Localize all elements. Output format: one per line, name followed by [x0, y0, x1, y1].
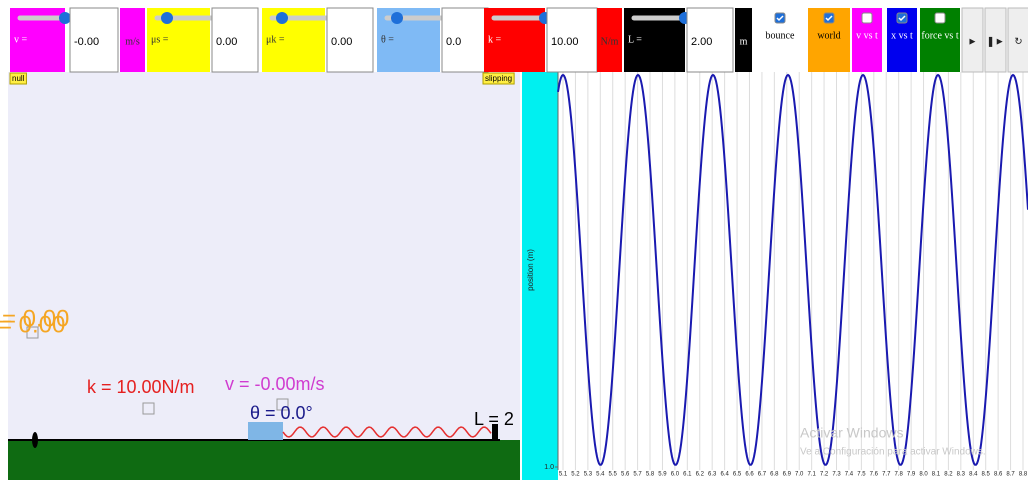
- value-text: 0.0: [446, 36, 461, 48]
- value-text: 10.00: [551, 36, 579, 48]
- x-tick-label: 8.6: [994, 472, 1003, 478]
- x-tick-label: 6.4: [720, 472, 729, 478]
- x-tick-label: 5.2: [571, 472, 580, 478]
- status-tag: null: [12, 74, 25, 83]
- checkbox-label: bounce: [766, 30, 795, 41]
- block: [248, 422, 283, 440]
- x-tick-label: 7.6: [870, 472, 879, 478]
- length-label: L = 2: [474, 409, 514, 429]
- x-tick-label: 8.7: [1006, 472, 1015, 478]
- status-tag: slipping: [485, 74, 512, 83]
- x-tick-label: 6.6: [745, 472, 754, 478]
- x-tick-label: 5.4: [596, 472, 605, 478]
- value-text: 0.00: [216, 36, 237, 48]
- x-tick-label: 8.4: [969, 472, 978, 478]
- x-tick-label: 7.8: [895, 472, 904, 478]
- x-tick-label: 8.0: [919, 472, 928, 478]
- control-label: μk =: [266, 34, 285, 45]
- value-text: 2.00: [691, 36, 712, 48]
- x-tick-label: 7.2: [820, 472, 829, 478]
- unit-text: N/m: [601, 36, 619, 47]
- x-tick-label: 5.6: [621, 472, 630, 478]
- control-label: μs =: [151, 34, 169, 45]
- x-tick-label: 8.1: [932, 472, 941, 478]
- app: v = -0.00 m/s μs = 0.00 μk = 0.00 θ = 0.0 k = 10.0…: [0, 0, 1028, 480]
- x-tick-label: 6.7: [758, 472, 767, 478]
- x-tick-label: 5.7: [633, 472, 642, 478]
- x-tick-label: 6.9: [783, 472, 792, 478]
- x-tick-label: 5.3: [584, 472, 593, 478]
- watermark-title: Activar Windows: [800, 425, 903, 441]
- x-tick-label: 7.4: [845, 472, 854, 478]
- control-label: k =: [488, 34, 502, 45]
- checkbox[interactable]: [862, 13, 872, 23]
- x-tick-label: 5.8: [646, 472, 655, 478]
- x-tick-label: 7.5: [857, 472, 866, 478]
- slider-thumb[interactable]: [391, 12, 403, 24]
- x-tick-label: 8.5: [982, 472, 991, 478]
- button-icon: ►: [968, 37, 978, 48]
- ground: [8, 440, 520, 480]
- control-label: θ =: [381, 34, 394, 45]
- angle-label: θ = 0.0°: [250, 403, 313, 423]
- checkbox-label: world: [817, 30, 840, 41]
- x-tick-label: 6.3: [708, 472, 717, 478]
- spring-constant-label: k = 10.00N/m: [87, 377, 195, 397]
- button-icon: ❚►: [986, 37, 1004, 48]
- control-label: v =: [14, 34, 28, 45]
- x-tick-label: 5.1: [559, 472, 568, 478]
- checkbox[interactable]: [935, 13, 945, 23]
- x-tick-label: 6.8: [770, 472, 779, 478]
- y-tick-label: 1.0: [544, 464, 554, 471]
- x-tick-label: 7.7: [882, 472, 891, 478]
- x-tick-label: 5.5: [609, 472, 618, 478]
- checkbox-label: x vs t: [891, 30, 913, 41]
- x-tick-label: 7.3: [832, 472, 841, 478]
- button-icon: ↻: [1014, 37, 1022, 48]
- checkbox-label: force vs t: [921, 30, 958, 41]
- y-axis-label: position (m): [526, 249, 535, 291]
- left-post: [32, 432, 38, 448]
- x-tick-label: 6.0: [671, 472, 680, 478]
- x-tick-label: 8.8: [1019, 472, 1028, 478]
- unit-text: m: [740, 36, 748, 47]
- overlay-label: = 0.00: [0, 311, 65, 338]
- x-tick-label: 8.2: [944, 472, 953, 478]
- unit-text: m/s: [125, 36, 140, 47]
- control-label: L =: [628, 34, 642, 45]
- x-tick-label: 7.0: [795, 472, 804, 478]
- slider-thumb[interactable]: [59, 12, 71, 24]
- x-tick-label: 6.2: [696, 472, 705, 478]
- x-tick-label: 8.3: [957, 472, 966, 478]
- velocity-label: v = -0.00m/s: [225, 374, 325, 394]
- value-text: -0.00: [74, 36, 99, 48]
- x-tick-label: 7.1: [807, 472, 816, 478]
- watermark-subtitle: Ve a Configuración para activar Windows.: [800, 447, 986, 458]
- slider-thumb[interactable]: [276, 12, 288, 24]
- x-tick-label: 7.9: [907, 472, 916, 478]
- slider-thumb[interactable]: [161, 12, 173, 24]
- x-tick-label: 5.9: [658, 472, 667, 478]
- x-tick-label: 6.5: [733, 472, 742, 478]
- value-text: 0.00: [331, 36, 352, 48]
- x-tick-label: 6.1: [683, 472, 692, 478]
- checkbox-label: v vs t: [856, 30, 878, 41]
